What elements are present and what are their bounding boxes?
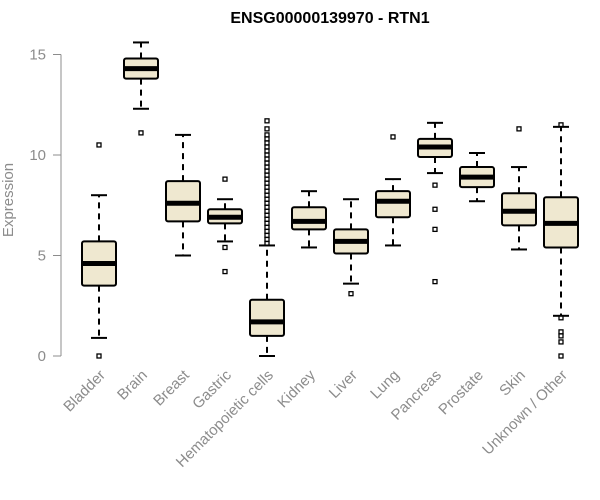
outlier-point xyxy=(432,278,438,285)
outlier-point xyxy=(348,291,354,297)
outlier-point xyxy=(264,132,270,138)
outlier-point xyxy=(222,176,228,182)
outlier-point xyxy=(138,130,144,136)
y-tick-label: 5 xyxy=(38,248,46,265)
box-prostate xyxy=(459,151,495,203)
y-axis-label: Expression xyxy=(0,163,17,237)
y-tick-label: 10 xyxy=(29,147,46,164)
x-tick-label: Kidney xyxy=(274,366,319,411)
iqr-box xyxy=(291,206,327,231)
outlier-point xyxy=(264,126,270,132)
iqr-box xyxy=(375,190,411,219)
outlier-point xyxy=(558,315,564,321)
outlier-point xyxy=(558,353,564,359)
outlier-point xyxy=(432,226,438,233)
box-liver xyxy=(333,198,369,297)
outlier-point xyxy=(558,329,564,335)
x-tick-label: Liver xyxy=(326,367,361,402)
outlier-point xyxy=(558,339,564,345)
box-skin xyxy=(501,126,537,251)
box-kidney xyxy=(291,190,327,249)
outlier-point xyxy=(96,142,102,148)
box-pancreas xyxy=(417,121,453,285)
x-tick-label: Brain xyxy=(114,367,151,404)
outlier-point xyxy=(96,353,102,359)
box-hematopoietic-cells xyxy=(249,118,285,357)
y-axis-ticks: 0 5 10 15 xyxy=(29,47,61,365)
outlier-point xyxy=(390,134,396,140)
outlier-point xyxy=(516,126,522,132)
box-gastric xyxy=(207,176,243,275)
iqr-box xyxy=(249,298,285,337)
boxplot-series xyxy=(81,41,579,359)
x-tick-label: Prostate xyxy=(435,367,487,419)
x-tick-label: Lung xyxy=(367,367,403,403)
box-brain xyxy=(123,41,159,136)
chart-title: ENSG00000139970 - RTN1 xyxy=(230,10,429,27)
box-bladder xyxy=(81,142,117,359)
outlier-point xyxy=(222,244,228,251)
outlier-point xyxy=(432,182,438,188)
y-tick-label: 15 xyxy=(29,47,46,64)
box-lung xyxy=(375,134,411,247)
x-tick-label: Skin xyxy=(496,367,529,400)
box-unknown-other xyxy=(543,122,579,359)
x-tick-label: Bladder xyxy=(60,367,109,416)
x-tick-label: Breast xyxy=(150,366,193,409)
outlier-point xyxy=(222,268,228,275)
box-breast xyxy=(165,133,201,257)
y-tick-label: 0 xyxy=(38,348,46,365)
outlier-point xyxy=(558,122,564,128)
outlier-point xyxy=(264,118,270,124)
outlier-point xyxy=(432,206,438,212)
